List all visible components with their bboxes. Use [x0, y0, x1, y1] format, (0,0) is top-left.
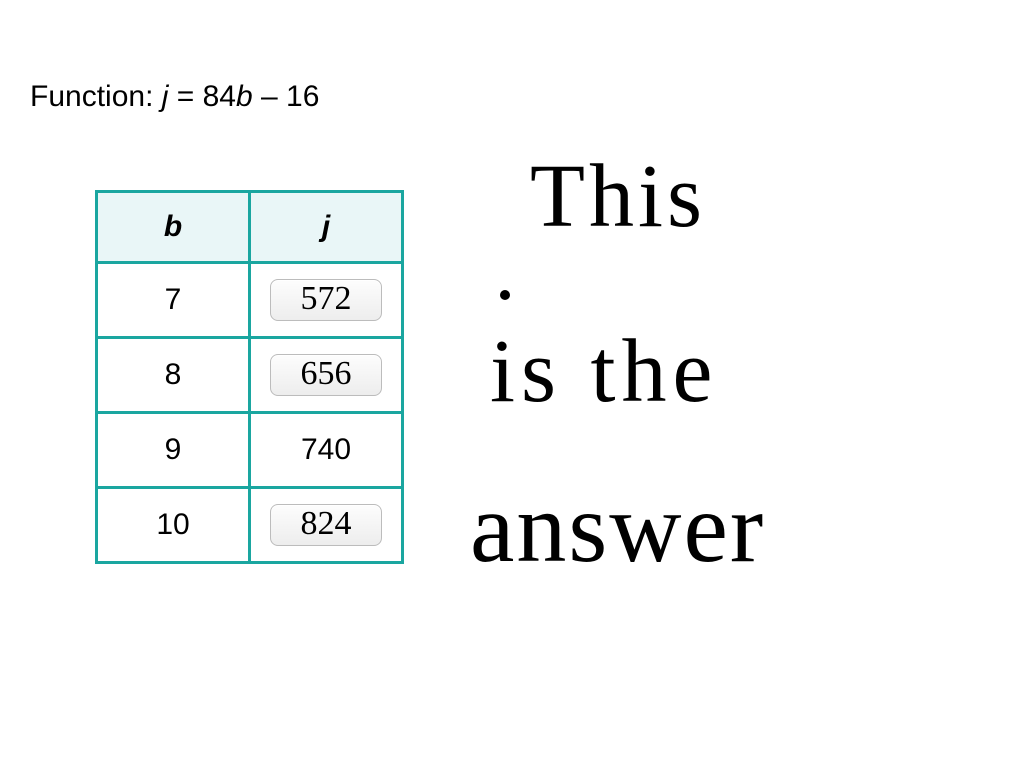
title-rhs-var: b [236, 80, 253, 113]
handwritten-note-line2: is the [490, 320, 718, 423]
cell-b: 7 [97, 263, 250, 338]
col-header-b: b [97, 192, 250, 263]
cell-j: 572 [250, 263, 403, 338]
handwritten-note-line3: answer [470, 470, 765, 585]
cell-j: 824 [250, 488, 403, 563]
answer-input[interactable]: 824 [270, 504, 382, 546]
col-header-j: j [250, 192, 403, 263]
handwritten-note-line1: This [530, 145, 706, 248]
cell-b: 10 [97, 488, 250, 563]
answer-input[interactable]: 656 [270, 354, 382, 396]
function-table: b j 7 572 8 656 9 740 10 824 [95, 190, 404, 564]
function-title: Function: j = 84b – 16 [30, 80, 319, 114]
table-row: 8 656 [97, 338, 403, 413]
handwritten-dot [500, 290, 510, 300]
title-tail: – 16 [253, 80, 320, 113]
cell-b: 9 [97, 413, 250, 488]
cell-b: 8 [97, 338, 250, 413]
title-prefix: Function: [30, 80, 153, 113]
title-equals: = [168, 80, 202, 113]
table-row: 7 572 [97, 263, 403, 338]
answer-input[interactable]: 572 [270, 279, 382, 321]
title-coef: 84 [203, 80, 236, 113]
table-row: 9 740 [97, 413, 403, 488]
table-row: 10 824 [97, 488, 403, 563]
cell-j: 656 [250, 338, 403, 413]
cell-j: 740 [250, 413, 403, 488]
table-header-row: b j [97, 192, 403, 263]
